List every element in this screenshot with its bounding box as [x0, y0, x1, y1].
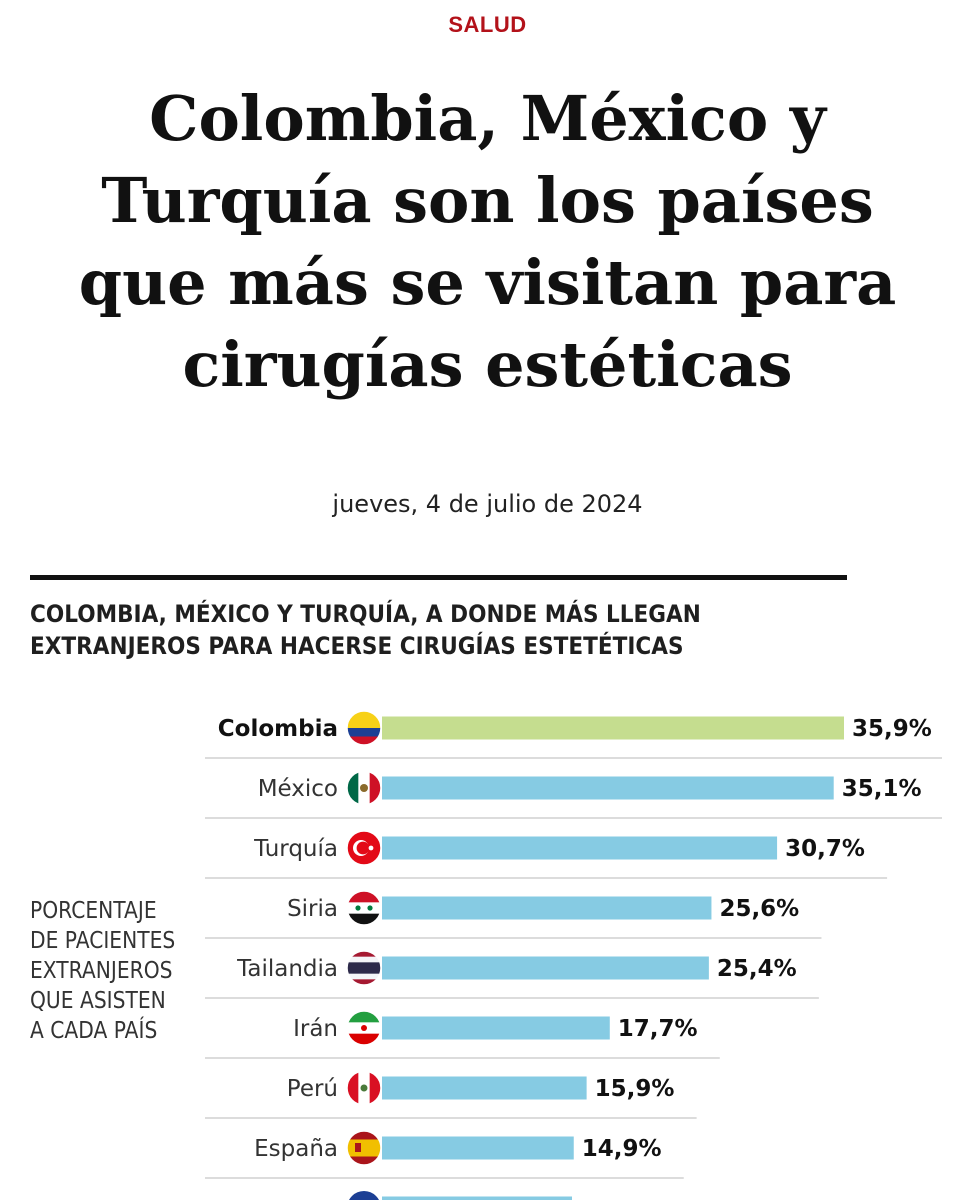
- spain-flag-icon: [347, 1131, 381, 1165]
- bar-espana: [382, 1136, 574, 1160]
- category-label-mexico: México: [258, 776, 338, 802]
- category-label-colombia: Colombia: [218, 716, 338, 742]
- value-label-colombia: 35,9%: [852, 716, 932, 742]
- category-label-iran: Irán: [293, 1016, 338, 1042]
- category-label-siria: Siria: [287, 896, 338, 922]
- peru-flag-icon: [347, 1071, 381, 1105]
- syria-flag-icon: [347, 891, 381, 925]
- value-label-mexico: 35,1%: [842, 776, 922, 802]
- bar-partial: [382, 1196, 572, 1200]
- partial-flag-icon: [349, 1191, 379, 1200]
- value-label-peru: 15,9%: [595, 1076, 675, 1102]
- value-label-siria: 25,6%: [719, 896, 799, 922]
- mexico-flag-icon-ring: [346, 770, 382, 806]
- chart-top-rule: [30, 575, 847, 580]
- colombia-flag-icon: [347, 711, 381, 745]
- section-tag[interactable]: SALUD: [448, 12, 527, 37]
- bar-row-mexico: México 35,1%: [205, 770, 942, 819]
- thailand-flag-icon-ring: [346, 950, 382, 986]
- bar-row-espana: España 14,9%: [205, 1130, 684, 1179]
- bar-row-colombia: Colombia 35,9%: [205, 710, 942, 759]
- bar-turquia: [382, 836, 778, 860]
- bar-row-turquia: Turquía 30,7%: [205, 830, 888, 879]
- category-label-peru: Perú: [287, 1076, 338, 1102]
- turkey-flag-icon: [347, 831, 381, 865]
- colombia-flag-icon-ring: [346, 710, 382, 746]
- bar-row-iran: Irán 17,7%: [205, 1010, 720, 1059]
- bar-siria: [382, 896, 712, 920]
- bar-iran: [382, 1016, 610, 1040]
- chart-side-label: PORCENTAJE DE PACIENTES EXTRANJEROS QUE …: [30, 898, 176, 1044]
- peru-flag-icon-ring: [346, 1070, 382, 1106]
- bar-tailandia: [382, 956, 709, 980]
- bar-row-siria: Siria 25,6%: [205, 890, 822, 939]
- chart-title: COLOMBIA, MÉXICO Y TURQUÍA, A DONDE MÁS …: [30, 600, 701, 660]
- category-label-tailandia: Tailandia: [236, 956, 338, 982]
- publish-date: jueves, 4 de julio de 2024: [332, 490, 643, 518]
- bar-colombia: [382, 716, 844, 740]
- bar-mexico: [382, 776, 834, 800]
- bar-peru: [382, 1076, 587, 1100]
- category-label-espana: España: [254, 1136, 338, 1162]
- turkey-flag-icon-ring: [346, 830, 382, 866]
- iran-flag-icon: [347, 1011, 381, 1045]
- bar-chart: Colombia 35,9% México 35,1% Turquía 30,7% Siri…: [205, 710, 942, 1200]
- value-label-iran: 17,7%: [618, 1016, 698, 1042]
- bar-row-tailandia: Tailandia 25,4%: [205, 950, 819, 999]
- bar-row-peru: Perú 15,9%: [205, 1070, 697, 1119]
- spain-flag-icon-ring: [346, 1130, 382, 1166]
- value-label-turquia: 30,7%: [785, 836, 865, 862]
- value-label-tailandia: 25,4%: [717, 956, 797, 982]
- value-label-espana: 14,9%: [582, 1136, 662, 1162]
- thailand-flag-icon: [347, 951, 381, 985]
- iran-flag-icon-ring: [346, 1010, 382, 1046]
- headline: Colombia, México y Turquía son los paíse…: [78, 82, 897, 401]
- mexico-flag-icon: [347, 771, 381, 805]
- category-label-turquia: Turquía: [253, 836, 338, 862]
- syria-flag-icon-ring: [346, 890, 382, 926]
